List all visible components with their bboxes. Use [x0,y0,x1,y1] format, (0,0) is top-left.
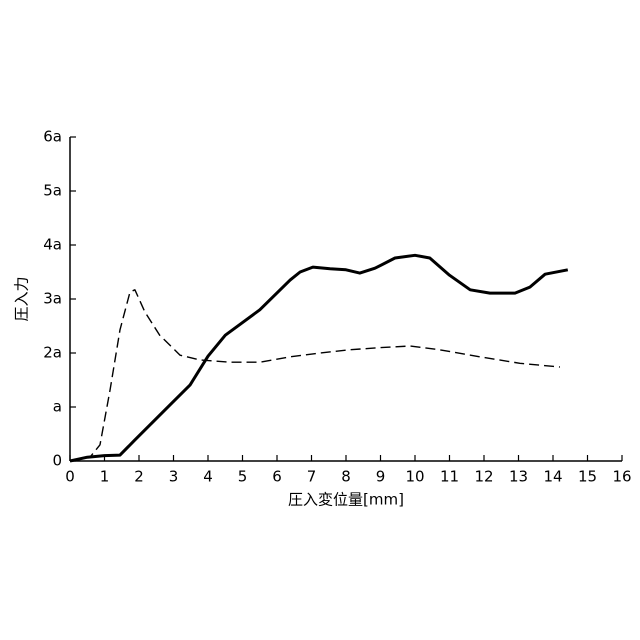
x-tick-label: 0 [65,468,75,486]
data-line [70,290,560,461]
y-tick-label: 0 [52,452,62,470]
x-tick-label: 1 [100,468,110,486]
x-tick-label: 15 [578,468,597,486]
y-tick-label: 5a [43,182,62,200]
y-tick-label: 6a [43,128,62,146]
x-tick-label: 4 [203,468,213,486]
x-tick-label: 12 [474,468,493,486]
x-tick-label: 7 [307,468,317,486]
data-line [70,255,568,461]
y-tick-label: 3a [43,290,62,308]
x-tick-label: 5 [238,468,248,486]
x-tick-label: 6 [272,468,282,486]
x-tick-label: 11 [440,468,459,486]
x-tick-label: 9 [376,468,386,486]
y-axis-label: 圧入力 [13,276,31,321]
x-tick-label: 10 [405,468,424,486]
x-tick-label: 2 [134,468,144,486]
chart: 圧入力 圧入変位量[mm] 0a2a3a4a5a6a01234567891011… [0,0,640,640]
y-tick-label: a [53,398,62,416]
x-tick-label: 13 [509,468,528,486]
x-tick-label: 8 [341,468,351,486]
y-tick-label: 4a [43,236,62,254]
x-tick-label: 3 [169,468,179,486]
x-axis-label: 圧入変位量[mm] [288,491,404,509]
x-tick-label: 16 [612,468,631,486]
y-tick-label: 2a [43,344,62,362]
x-tick-label: 14 [543,468,562,486]
